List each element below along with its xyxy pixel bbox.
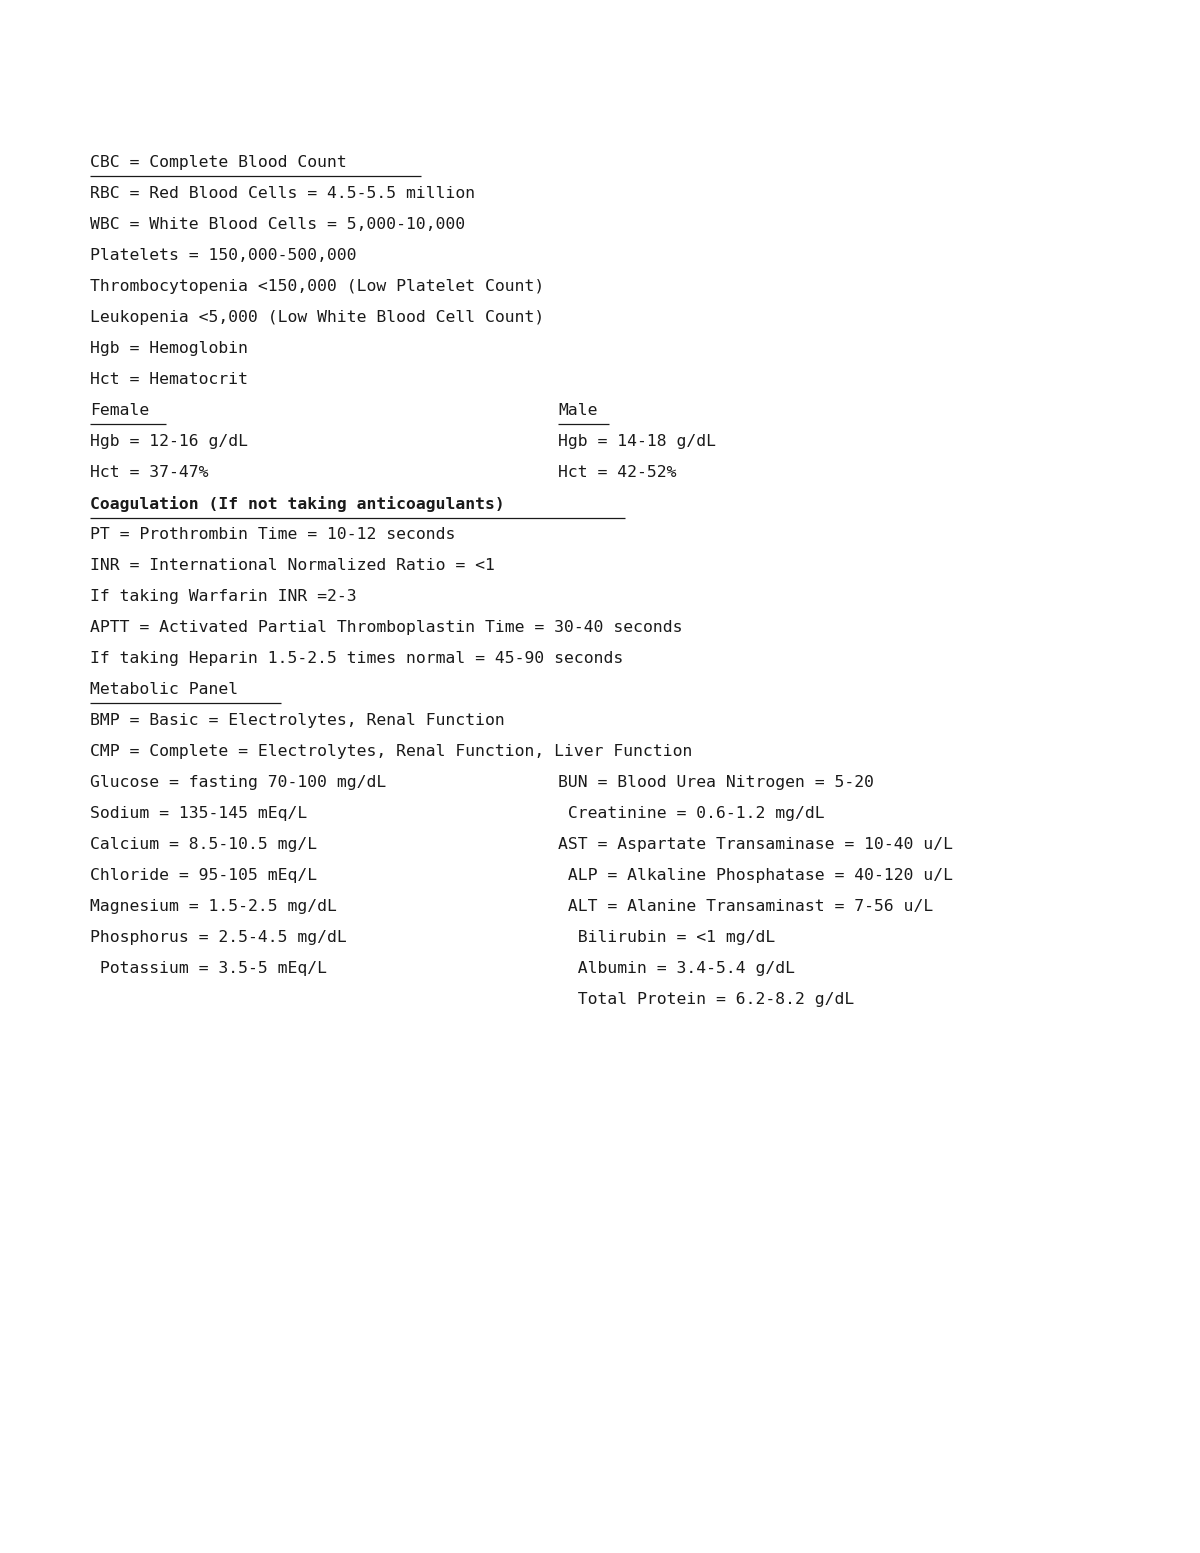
Text: WBC = White Blood Cells = 5,000-10,000: WBC = White Blood Cells = 5,000-10,000	[90, 217, 466, 231]
Text: CMP = Complete = Electrolytes, Renal Function, Liver Function: CMP = Complete = Electrolytes, Renal Fun…	[90, 744, 692, 759]
Text: Phosphorus = 2.5-4.5 mg/dL: Phosphorus = 2.5-4.5 mg/dL	[90, 930, 347, 944]
Text: Magnesium = 1.5-2.5 mg/dL: Magnesium = 1.5-2.5 mg/dL	[90, 899, 337, 915]
Text: Hct = 37-47%: Hct = 37-47%	[90, 464, 209, 480]
Text: RBC = Red Blood Cells = 4.5-5.5 million: RBC = Red Blood Cells = 4.5-5.5 million	[90, 186, 475, 200]
Text: Platelets = 150,000-500,000: Platelets = 150,000-500,000	[90, 248, 356, 262]
Text: Glucose = fasting 70-100 mg/dL: Glucose = fasting 70-100 mg/dL	[90, 775, 386, 790]
Text: ALT = Alanine Transaminast = 7-56 u/L: ALT = Alanine Transaminast = 7-56 u/L	[558, 899, 934, 915]
Text: Male: Male	[558, 402, 598, 418]
Text: Hct = Hematocrit: Hct = Hematocrit	[90, 373, 248, 387]
Text: Creatinine = 0.6-1.2 mg/dL: Creatinine = 0.6-1.2 mg/dL	[558, 806, 824, 822]
Text: Albumin = 3.4-5.4 g/dL: Albumin = 3.4-5.4 g/dL	[558, 961, 796, 975]
Text: Sodium = 135-145 mEq/L: Sodium = 135-145 mEq/L	[90, 806, 307, 822]
Text: BMP = Basic = Electrolytes, Renal Function: BMP = Basic = Electrolytes, Renal Functi…	[90, 713, 505, 728]
Text: Bilirubin = <1 mg/dL: Bilirubin = <1 mg/dL	[558, 930, 775, 944]
Text: INR = International Normalized Ratio = <1: INR = International Normalized Ratio = <…	[90, 558, 494, 573]
Text: If taking Heparin 1.5-2.5 times normal = 45-90 seconds: If taking Heparin 1.5-2.5 times normal =…	[90, 651, 623, 666]
Text: Total Protein = 6.2-8.2 g/dL: Total Protein = 6.2-8.2 g/dL	[558, 992, 854, 1006]
Text: Hgb = 12-16 g/dL: Hgb = 12-16 g/dL	[90, 433, 248, 449]
Text: Potassium = 3.5-5 mEq/L: Potassium = 3.5-5 mEq/L	[90, 961, 326, 975]
Text: BUN = Blood Urea Nitrogen = 5-20: BUN = Blood Urea Nitrogen = 5-20	[558, 775, 874, 790]
Text: Thrombocytopenia <150,000 (Low Platelet Count): Thrombocytopenia <150,000 (Low Platelet …	[90, 280, 545, 294]
Text: Coagulation (If not taking anticoagulants): Coagulation (If not taking anticoagulant…	[90, 495, 505, 512]
Text: If taking Warfarin INR =2-3: If taking Warfarin INR =2-3	[90, 589, 356, 604]
Text: ALP = Alkaline Phosphatase = 40-120 u/L: ALP = Alkaline Phosphatase = 40-120 u/L	[558, 868, 953, 884]
Text: Metabolic Panel: Metabolic Panel	[90, 682, 238, 697]
Text: CBC = Complete Blood Count: CBC = Complete Blood Count	[90, 155, 347, 169]
Text: APTT = Activated Partial Thromboplastin Time = 30-40 seconds: APTT = Activated Partial Thromboplastin …	[90, 620, 683, 635]
Text: Calcium = 8.5-10.5 mg/L: Calcium = 8.5-10.5 mg/L	[90, 837, 317, 853]
Text: Hgb = 14-18 g/dL: Hgb = 14-18 g/dL	[558, 433, 716, 449]
Text: PT = Prothrombin Time = 10-12 seconds: PT = Prothrombin Time = 10-12 seconds	[90, 526, 455, 542]
Text: Leukopenia <5,000 (Low White Blood Cell Count): Leukopenia <5,000 (Low White Blood Cell …	[90, 311, 545, 325]
Text: Hct = 42-52%: Hct = 42-52%	[558, 464, 677, 480]
Text: Female: Female	[90, 402, 149, 418]
Text: Hgb = Hemoglobin: Hgb = Hemoglobin	[90, 342, 248, 356]
Text: Chloride = 95-105 mEq/L: Chloride = 95-105 mEq/L	[90, 868, 317, 884]
Text: AST = Aspartate Transaminase = 10-40 u/L: AST = Aspartate Transaminase = 10-40 u/L	[558, 837, 953, 853]
